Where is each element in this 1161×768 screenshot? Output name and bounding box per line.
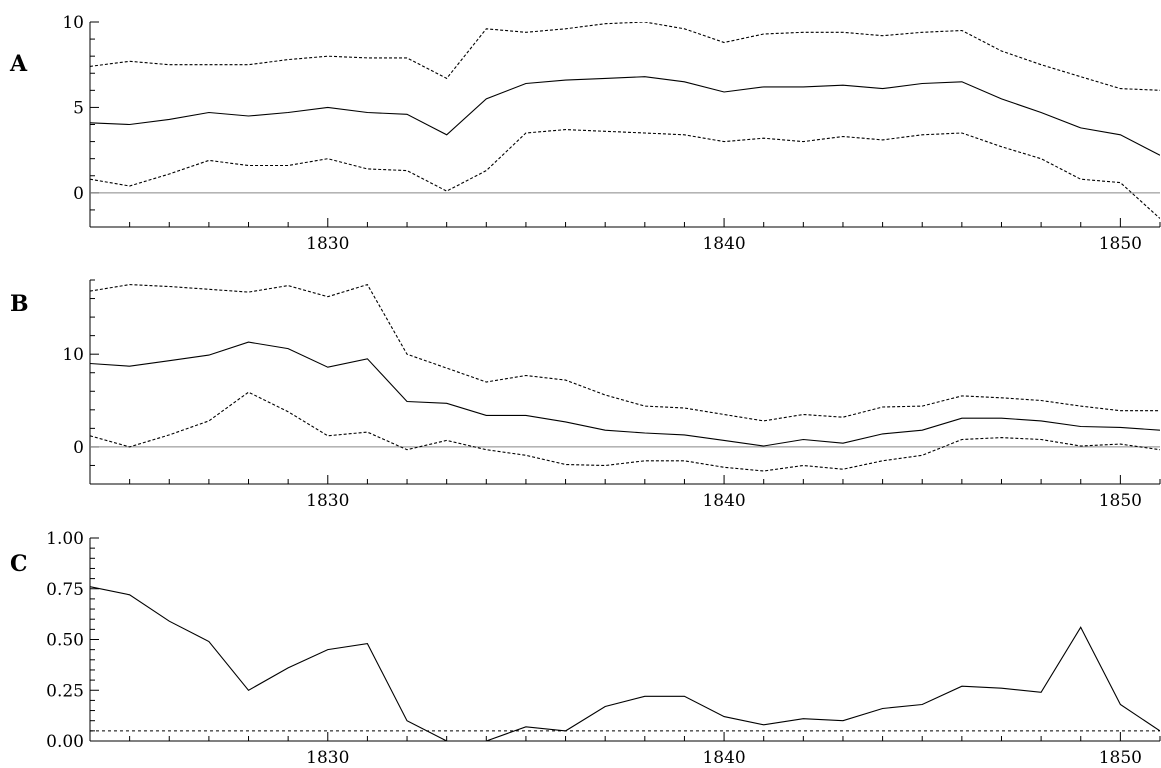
- confidence-band-line: [90, 283, 1160, 422]
- x-tick-label: 1830: [306, 234, 349, 254]
- x-tick-label: 1830: [306, 491, 349, 511]
- panel-b-label: B: [10, 291, 29, 317]
- y-tick-label: 0.50: [46, 631, 84, 651]
- y-tick-label: 10: [62, 345, 84, 365]
- panel-c-label: C: [10, 551, 28, 577]
- estimate-line: [90, 341, 1160, 447]
- x-tick-label: 1850: [1099, 234, 1142, 254]
- confidence-band-line: [90, 129, 1160, 219]
- panel-a-label: A: [9, 51, 28, 77]
- confidence-band-line: [90, 22, 1160, 91]
- y-tick-label: 1.00: [46, 529, 84, 549]
- x-tick-label: 1850: [1099, 748, 1142, 768]
- series-group: [90, 22, 1160, 219]
- y-tick-label: 0.00: [46, 732, 84, 752]
- estimate-line: [90, 76, 1160, 156]
- panel-a: A 1830 1840 1850 0 5 10: [9, 13, 1161, 254]
- y-tick-label: 10: [62, 13, 84, 33]
- x-tick-label: 1840: [702, 234, 745, 254]
- panel-c: C 1830 1840 1850 0.00 0.25 0.50 0.75 1.00: [10, 529, 1161, 768]
- panel-b: B 1830 1840 1850 0 10: [10, 279, 1161, 511]
- estimate-line: [90, 586, 1160, 741]
- y-tick-label: 0.25: [46, 681, 84, 701]
- x-tick-label: 1840: [702, 491, 745, 511]
- series-group: [90, 283, 1160, 472]
- x-tick-label: 1840: [702, 748, 745, 768]
- y-tick-label: 0: [73, 438, 84, 458]
- y-tick-label: 0: [73, 184, 84, 204]
- x-tick-label: 1830: [306, 748, 349, 768]
- confidence-band-line: [90, 391, 1160, 472]
- y-tick-label: 5: [73, 98, 84, 118]
- y-tick-label: 0.75: [46, 580, 84, 600]
- series-group: [90, 586, 1160, 741]
- x-tick-label: 1850: [1099, 491, 1142, 511]
